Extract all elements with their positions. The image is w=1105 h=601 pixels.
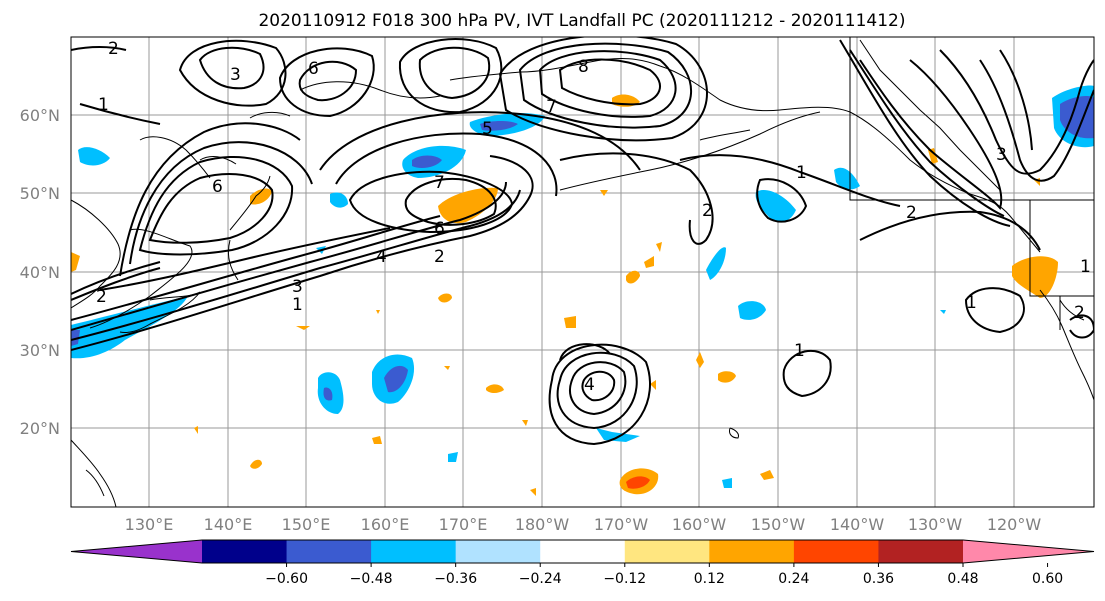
colorbar-tick-label: −0.60 [265, 571, 308, 587]
colorbar-tick-label: −0.24 [519, 571, 562, 587]
lon-label: 150°E [282, 515, 331, 534]
colorbar-outline [70, 539, 1095, 564]
lon-label: 120°W [987, 515, 1042, 534]
lon-label: 130°E [125, 515, 174, 534]
contour-label: 8 [578, 57, 589, 77]
longitude-labels: 130°E 140°E 150°E 160°E 170°E 180°W 170°… [125, 515, 1042, 534]
contour-label: 5 [482, 119, 493, 139]
colorbar-segment [202, 540, 288, 563]
contour-label: 7 [546, 97, 557, 117]
contour-label: 1 [794, 341, 805, 361]
shading-negative [71, 85, 1094, 488]
contour-label: 2 [906, 203, 917, 223]
contour-label: 2 [108, 39, 119, 59]
lon-label: 160°E [361, 515, 410, 534]
colorbar-segment [624, 540, 710, 563]
contour-label: 2 [96, 287, 107, 307]
lon-label: 170°W [594, 515, 649, 534]
colorbar-extend-max [963, 540, 1094, 563]
lon-label: 160°W [672, 515, 727, 534]
map-frame [70, 36, 1095, 508]
contour-label: 1 [292, 295, 303, 315]
colorbar-tick-label: −0.48 [350, 571, 393, 587]
contour-label: 3 [230, 65, 241, 85]
lon-label: 180°W [515, 515, 570, 534]
contour-label: 2 [1074, 303, 1085, 323]
colorbar-segment [455, 540, 541, 563]
borders [849, 37, 1094, 330]
contour-label: 3 [292, 277, 303, 297]
colorbar-tick-label: −0.12 [603, 571, 646, 587]
colorbar-segment [286, 540, 372, 563]
lat-label: 60°N [20, 106, 60, 125]
lat-label: 40°N [20, 263, 60, 282]
gridlines [71, 37, 1094, 507]
colorbar-tick-label: 0.12 [694, 571, 725, 587]
colorbar-segment [371, 540, 457, 563]
colorbar-segment [878, 540, 964, 563]
colorbar-segment [709, 540, 795, 563]
colorbar-segment [540, 540, 626, 563]
contour-label: 1 [966, 293, 977, 313]
contour-label: 2 [434, 247, 445, 267]
contour-label: 3 [996, 145, 1007, 165]
shading-positive [71, 94, 1058, 496]
colorbar-segment [793, 540, 879, 563]
colorbar-tick-label: 0.48 [947, 571, 978, 587]
lon-label: 150°W [751, 515, 806, 534]
contour-label: 7 [434, 173, 445, 193]
colorbar-tick-label: 0.36 [863, 571, 894, 587]
contour-label: 4 [584, 375, 595, 395]
colorbar-tick-label: 0.24 [778, 571, 809, 587]
contour-label: 1 [98, 95, 109, 115]
colorbar-extend-min [71, 540, 202, 563]
lon-label: 170°E [439, 515, 488, 534]
contour-label: 6 [212, 177, 223, 197]
colorbar-tick-label: 0.60 [1032, 571, 1063, 587]
lat-label: 20°N [20, 419, 60, 438]
figure-title: 2020110912 F018 300 hPa PV, IVT Landfall… [258, 11, 905, 31]
contour-label: 1 [796, 163, 807, 183]
contour-label: 6 [434, 219, 445, 239]
lat-label: 50°N [20, 184, 60, 203]
contour-label: 1 [1080, 257, 1091, 277]
colorbar: −0.60 −0.48 −0.36 −0.24 −0.12 0.12 0.24 0.36 0.4… [70, 539, 1095, 587]
lon-label: 140°E [204, 515, 253, 534]
latitude-labels: 60°N 50°N 40°N 30°N 20°N [20, 106, 60, 438]
lon-label: 130°W [908, 515, 963, 534]
lon-label: 140°W [830, 515, 885, 534]
colorbar-tick-label: −0.36 [434, 571, 477, 587]
lat-label: 30°N [20, 341, 60, 360]
contour-label: 2 [702, 201, 713, 221]
contour-label: 4 [376, 247, 387, 267]
contour-labels: 2 3 1 6 2 1 3 4 2 6 7 5 7 8 1 2 1 4 1 3 … [96, 39, 1091, 395]
pv-contours [71, 37, 1094, 446]
contour-label: 6 [308, 59, 319, 79]
